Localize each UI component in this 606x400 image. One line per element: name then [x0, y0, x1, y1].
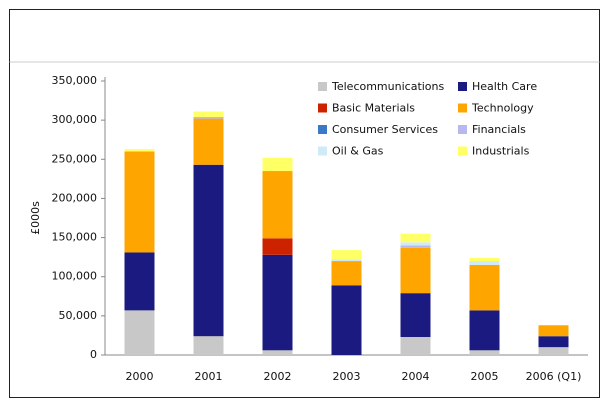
y-axis-label: £000s — [29, 201, 42, 235]
y-tick-label: 300,000 — [52, 113, 98, 126]
legend-swatch — [458, 125, 467, 134]
legend-label: Basic Materials — [332, 102, 415, 115]
legend-label: Health Care — [472, 80, 537, 93]
bar-segment — [538, 336, 569, 348]
bar-segment — [331, 259, 362, 262]
legend-label: Industrials — [472, 145, 530, 158]
bar-segment — [262, 254, 293, 351]
bar-segment — [469, 264, 500, 311]
x-tick-label: 2000 — [126, 370, 154, 383]
x-tick-label: 2003 — [333, 370, 361, 383]
legend-label: Oil & Gas — [332, 145, 384, 158]
bar-segment — [469, 350, 500, 355]
bar-segment — [193, 111, 224, 118]
x-tick-label: 2004 — [402, 370, 430, 383]
x-tick-label: 2001 — [195, 370, 223, 383]
y-tick-label: 350,000 — [52, 74, 98, 87]
bar-segment — [331, 285, 362, 355]
bar-segment — [262, 157, 293, 172]
bar-segment — [193, 117, 224, 119]
frame — [9, 9, 600, 398]
x-tick-label: 2006 (Q1) — [526, 370, 582, 383]
y-tick-label: 0 — [90, 348, 97, 361]
legend-swatch — [318, 146, 327, 156]
legend-swatch — [318, 82, 327, 91]
bar-segment — [124, 151, 155, 253]
bar-segment — [400, 247, 431, 294]
legend-swatch — [458, 146, 467, 156]
bar-segment — [124, 252, 155, 311]
y-tick-label: 150,000 — [52, 231, 98, 244]
bar-segment — [331, 250, 362, 260]
legend-swatch — [318, 125, 327, 134]
bar-segment — [538, 325, 569, 337]
bar-segment — [331, 261, 362, 286]
x-tick-label: 2002 — [264, 370, 292, 383]
y-tick-label: 250,000 — [52, 152, 98, 165]
bar-segment — [124, 149, 155, 152]
y-tick-label: 50,000 — [59, 309, 98, 322]
legend-label: Telecommunications — [331, 80, 445, 93]
bar-segment — [400, 293, 431, 337]
legend-swatch — [318, 103, 327, 113]
legend-label: Financials — [472, 123, 526, 136]
y-tick-label: 100,000 — [52, 270, 98, 283]
bar-segment — [469, 310, 500, 351]
bar-segment — [193, 118, 224, 165]
bar-segment — [262, 238, 293, 255]
bar-segment — [538, 347, 569, 355]
legend-swatch — [458, 103, 467, 113]
bar-segment — [193, 336, 224, 355]
bar-segment — [469, 261, 500, 265]
bar-segment — [400, 233, 431, 243]
bar-segment — [400, 336, 431, 355]
bar-segment — [262, 350, 293, 355]
bar-segment — [262, 171, 293, 239]
bar-segment — [400, 245, 431, 248]
bar-segment — [400, 242, 431, 246]
bar-segment — [469, 257, 500, 262]
bar-segment — [193, 164, 224, 337]
x-tick-label: 2005 — [471, 370, 499, 383]
legend-label: Technology — [471, 102, 534, 115]
legend-label: Consumer Services — [332, 123, 438, 136]
bar-segment — [124, 310, 155, 355]
y-tick-label: 200,000 — [52, 191, 98, 204]
legend-swatch — [458, 82, 467, 91]
